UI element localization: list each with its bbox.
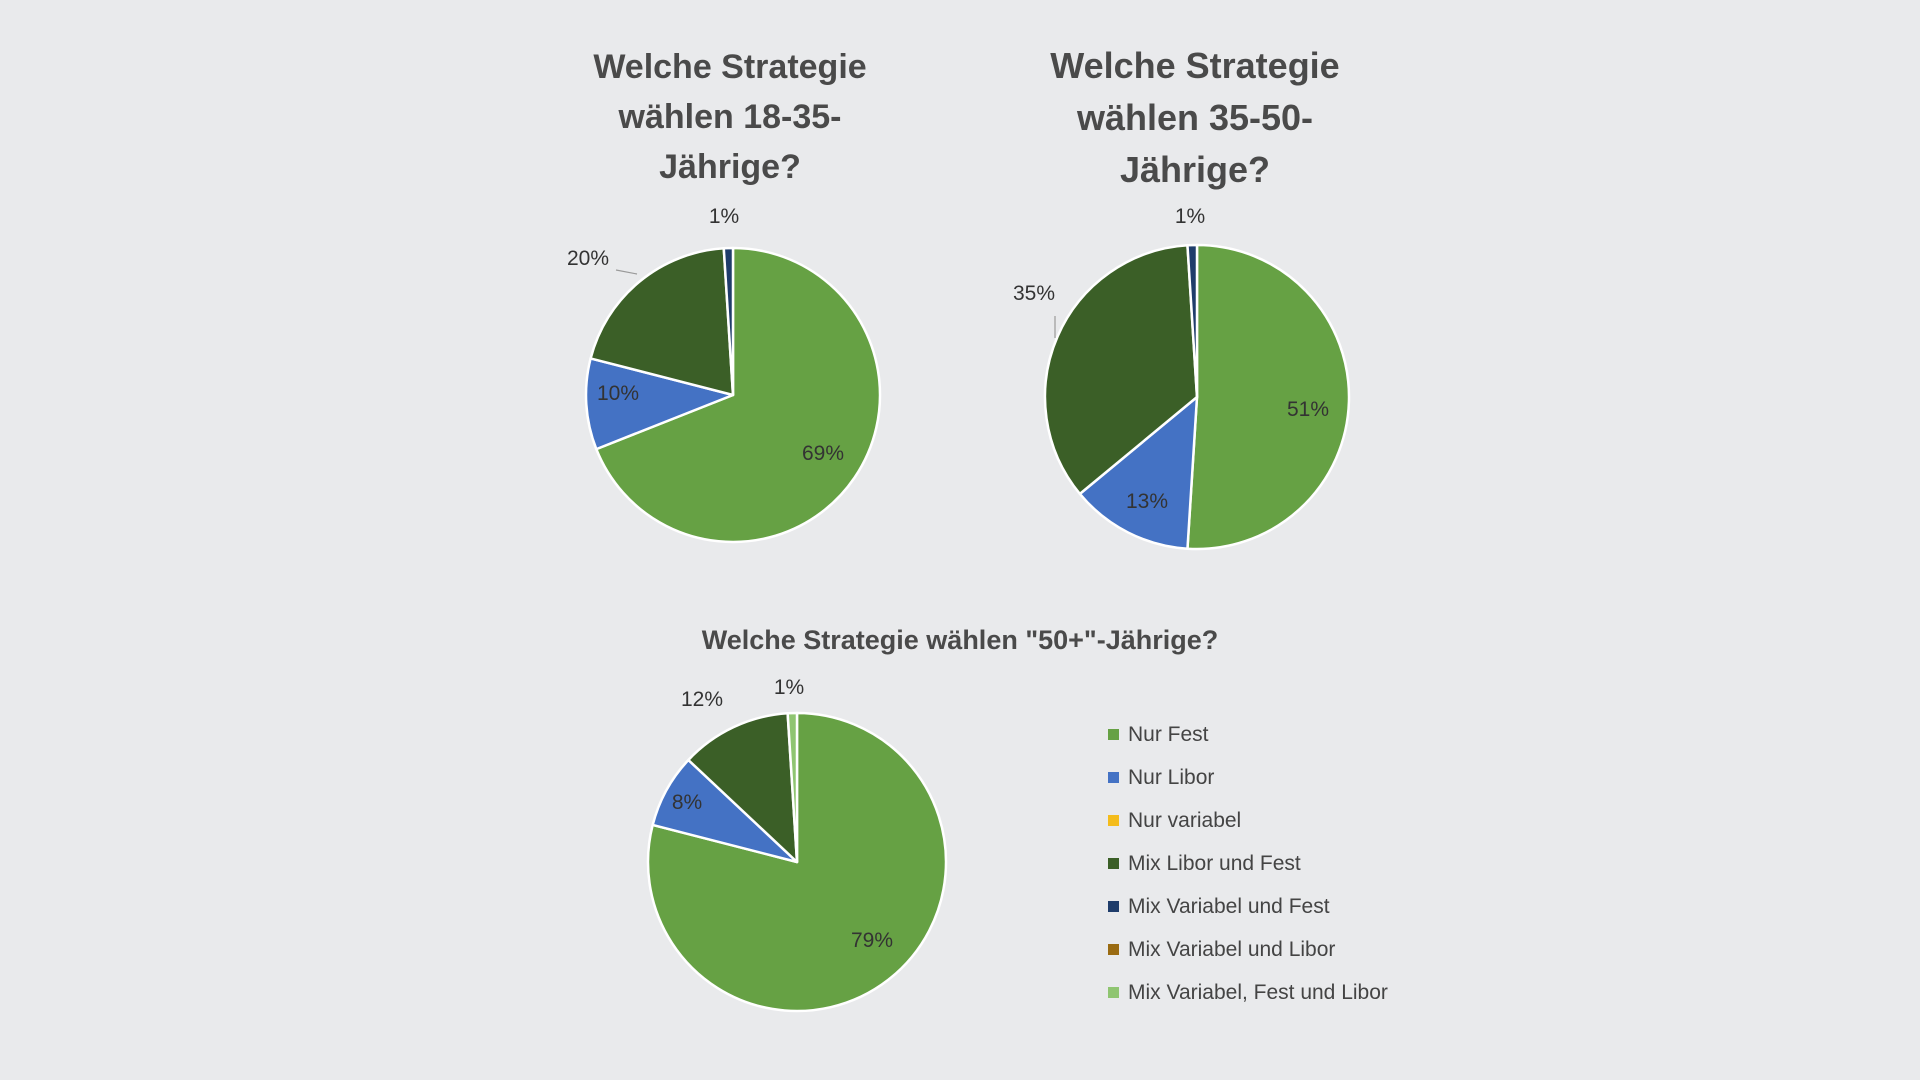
legend-label: Nur variabel — [1128, 808, 1242, 832]
legend-label: Nur Libor — [1128, 765, 1215, 789]
legend-item-mix-variabel-fest-und-libor: Mix Variabel, Fest und Libor — [1108, 971, 1388, 1014]
pie-slice-nur-fest — [1186, 243, 1351, 551]
legend-item-nur-fest: Nur Fest — [1108, 713, 1388, 756]
legend-item-mix-libor-und-fest: Mix Libor und Fest — [1108, 842, 1388, 885]
chart-title-50-plus: Welche Strategie wählen "50+"-Jährige? — [701, 625, 1219, 655]
data-label: 1% — [774, 676, 804, 699]
legend-swatch — [1108, 815, 1119, 826]
legend-label: Mix Variabel und Fest — [1128, 894, 1330, 918]
data-label: 51% — [1287, 398, 1329, 421]
legend-item-mix-variabel-und-libor: Mix Variabel und Libor — [1108, 928, 1388, 971]
pie-slice-nur-libor — [1078, 395, 1199, 550]
legend-label: Mix Variabel, Fest und Libor — [1128, 980, 1388, 1004]
chart-legend: Nur Fest Nur Libor Nur variabel Mix Libor u… — [1108, 713, 1388, 1014]
legend-item-nur-variabel: Nur variabel — [1108, 799, 1388, 842]
data-label: 69% — [802, 442, 844, 465]
pie-slice-nur-libor — [584, 357, 735, 451]
pie-slice-mix-variabel-fest-und-libor — [786, 711, 799, 864]
pie-slice-nur-fest — [595, 246, 882, 544]
data-label: 1% — [1175, 205, 1205, 228]
chart-title-18-35: Welche Strategie wählen 18-35-Jährige? — [593, 48, 867, 186]
pie-slice-mix-libor-und-fest — [687, 712, 799, 864]
data-label: 79% — [851, 929, 893, 952]
data-label: 12% — [681, 688, 723, 711]
data-label: 10% — [597, 382, 639, 405]
pie-slice-mix-libor-und-fest — [589, 247, 735, 397]
legend-swatch — [1108, 987, 1119, 998]
legend-item-nur-libor: Nur Libor — [1108, 756, 1388, 799]
pie-slice-mix-libor-und-fest — [1043, 244, 1199, 496]
legend-swatch — [1108, 729, 1119, 740]
leader-line — [615, 269, 638, 275]
data-label: 20% — [567, 247, 609, 270]
legend-swatch — [1108, 944, 1119, 955]
data-label: 8% — [672, 791, 702, 814]
legend-swatch — [1108, 858, 1119, 869]
legend-swatch — [1108, 901, 1119, 912]
chart-title-35-50: Welche Strategie wählen 35-50-Jährige? — [1050, 45, 1340, 190]
legend-label: Nur Fest — [1128, 722, 1209, 746]
pie-chart-2: 51% 13% 35% 1% — [1013, 205, 1351, 551]
legend-item-mix-variabel-und-fest: Mix Variabel und Fest — [1108, 885, 1388, 928]
data-label: 35% — [1013, 282, 1055, 305]
legend-swatch — [1108, 772, 1119, 783]
pie-slice-mix-variabel-und-fest — [722, 246, 735, 397]
data-label: 1% — [709, 205, 739, 228]
legend-label: Mix Variabel und Libor — [1128, 937, 1336, 961]
pie-chart-3: 79% 8% 12% 1% — [646, 676, 948, 1013]
data-label: 13% — [1126, 490, 1168, 513]
pie-chart-1: 69% 10% 20% 1% — [567, 205, 882, 544]
pie-slice-mix-variabel-und-fest — [1186, 243, 1199, 399]
legend-label: Mix Libor und Fest — [1128, 851, 1301, 875]
